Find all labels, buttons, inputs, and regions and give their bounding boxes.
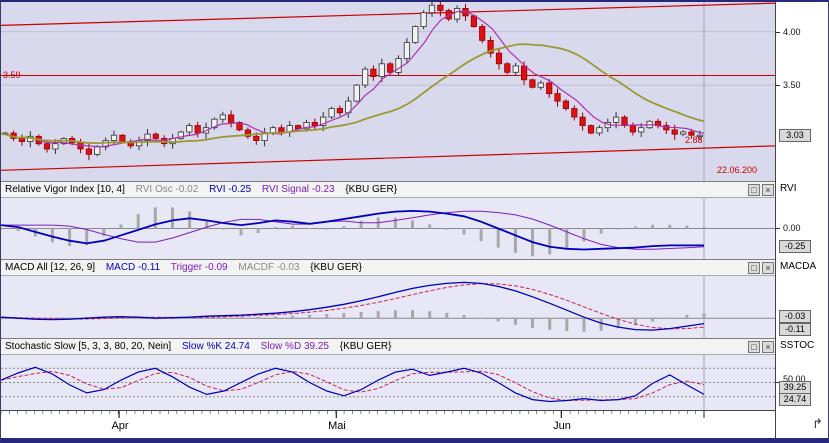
rvi-title: Relative Vigor Index [10, 4] <box>5 184 125 195</box>
rvi-header-buttons: □ × <box>748 184 774 196</box>
stochastic-header-buttons: □ × <box>748 341 774 353</box>
macd-value: MACD -0.11 <box>105 262 161 273</box>
close-icon[interactable]: × <box>762 262 774 274</box>
stochastic-header: Stochastic Slow [5, 3, 3, 80, 20, Nein] … <box>1 338 777 355</box>
axis-tick <box>776 228 780 229</box>
macd-hist-badge: -0.03 <box>779 310 811 323</box>
value-axis-column: 4.00 3.50 3.03 RVI 0.00 -0.25 MACDA -0.0… <box>775 2 828 438</box>
macd-title: MACD All [12, 26, 9] <box>5 262 96 273</box>
stochastic-symbol: {KBU GER} <box>339 341 392 352</box>
price-chart-canvas[interactable] <box>1 2 777 181</box>
restore-icon[interactable]: □ <box>748 184 760 196</box>
macd-chart-pane[interactable] <box>1 276 777 338</box>
rvi-chart-pane[interactable] <box>1 198 777 259</box>
rvi-osc-value: RVI Osc -0.02 <box>135 184 199 195</box>
rvi-zero-label: 0.00 <box>783 223 801 233</box>
restore-icon[interactable]: □ <box>748 341 760 353</box>
macd-header-buttons: □ × <box>748 262 774 274</box>
stochastic-chart-canvas[interactable] <box>1 355 777 410</box>
rvi-symbol: {KBU GER} <box>345 184 398 195</box>
rvi-value: RVI -0.25 <box>209 184 252 195</box>
month-label-jun: Jun <box>553 420 571 432</box>
restore-icon[interactable]: □ <box>748 262 760 274</box>
time-axis-ticks <box>1 411 705 418</box>
rvi-header: Relative Vigor Index [10, 4] RVI Osc -0.… <box>1 181 777 198</box>
macd-hist-value: MACDF -0.03 <box>238 262 300 273</box>
stochastic-k-value: Slow %K 24.74 <box>181 341 250 352</box>
rvi-signal-value: RVI Signal -0.23 <box>261 184 335 195</box>
stochastic-chart-pane[interactable] <box>1 355 777 410</box>
stochastic-d-value: Slow %D 39.25 <box>260 341 329 352</box>
axis-tick <box>776 85 780 86</box>
macd-trigger-value: Trigger -0.09 <box>170 262 228 273</box>
macd-chart-canvas[interactable] <box>1 276 777 338</box>
price-chart-pane[interactable]: 3.59 2.88 22.06.200 <box>1 2 777 181</box>
rvi-pane-label: RVI <box>780 183 797 194</box>
channel-price-label: 2.88 <box>685 135 703 145</box>
month-label-mai: Mai <box>328 420 346 432</box>
close-icon[interactable]: × <box>762 184 774 196</box>
stochastic-k-badge: 24.74 <box>779 393 811 406</box>
price-axis-label-400: 4.00 <box>783 27 801 37</box>
stochastic-title: Stochastic Slow [5, 3, 3, 80, 20, Nein] <box>5 341 172 352</box>
macd-symbol: {KBU GER} <box>310 262 362 273</box>
axis-tick <box>776 382 780 383</box>
macd-header: MACD All [12, 26, 9] MACD -0.11 Trigger … <box>1 259 777 276</box>
price-axis-label-350: 3.50 <box>783 80 801 90</box>
rvi-chart-canvas[interactable] <box>1 198 777 259</box>
time-axis: Apr Mai Jun <box>1 410 777 438</box>
rvi-value-badge: -0.25 <box>779 240 811 253</box>
hline-price-label: 3.59 <box>3 70 21 80</box>
last-date-label: 22.06.200 <box>717 165 758 175</box>
last-price-badge: 3.03 <box>779 129 811 142</box>
scroll-recent-icon[interactable]: ↱ <box>812 416 823 431</box>
close-icon[interactable]: × <box>762 341 774 353</box>
macd-value-badge: -0.11 <box>779 323 811 336</box>
stochastic-level-label: 50.00 <box>783 374 806 384</box>
axis-tick <box>776 32 780 33</box>
macd-pane-label: MACDA <box>780 261 817 272</box>
stochastic-d-badge: 39.25 <box>779 381 811 394</box>
month-label-apr: Apr <box>111 420 129 432</box>
stochastic-pane-label: SSTOC <box>780 340 815 351</box>
